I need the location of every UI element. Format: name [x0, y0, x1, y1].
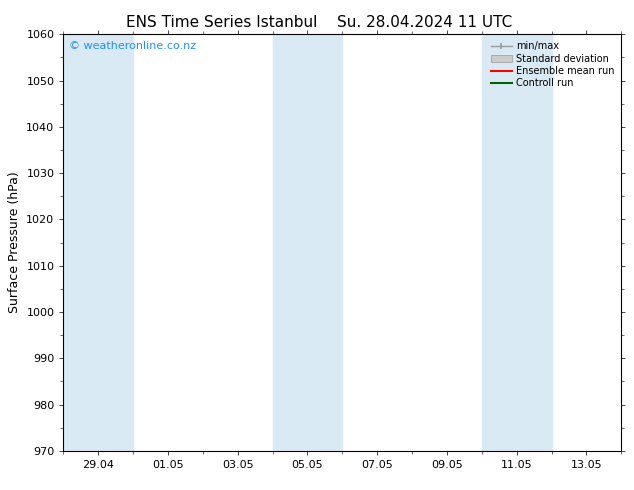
Text: © weatheronline.co.nz: © weatheronline.co.nz — [69, 41, 196, 50]
Bar — [63, 34, 133, 451]
Bar — [273, 34, 342, 451]
Legend: min/max, Standard deviation, Ensemble mean run, Controll run: min/max, Standard deviation, Ensemble me… — [489, 39, 616, 90]
Text: Su. 28.04.2024 11 UTC: Su. 28.04.2024 11 UTC — [337, 15, 512, 30]
Y-axis label: Surface Pressure (hPa): Surface Pressure (hPa) — [8, 172, 21, 314]
Bar — [482, 34, 552, 451]
Text: ENS Time Series Istanbul: ENS Time Series Istanbul — [126, 15, 318, 30]
